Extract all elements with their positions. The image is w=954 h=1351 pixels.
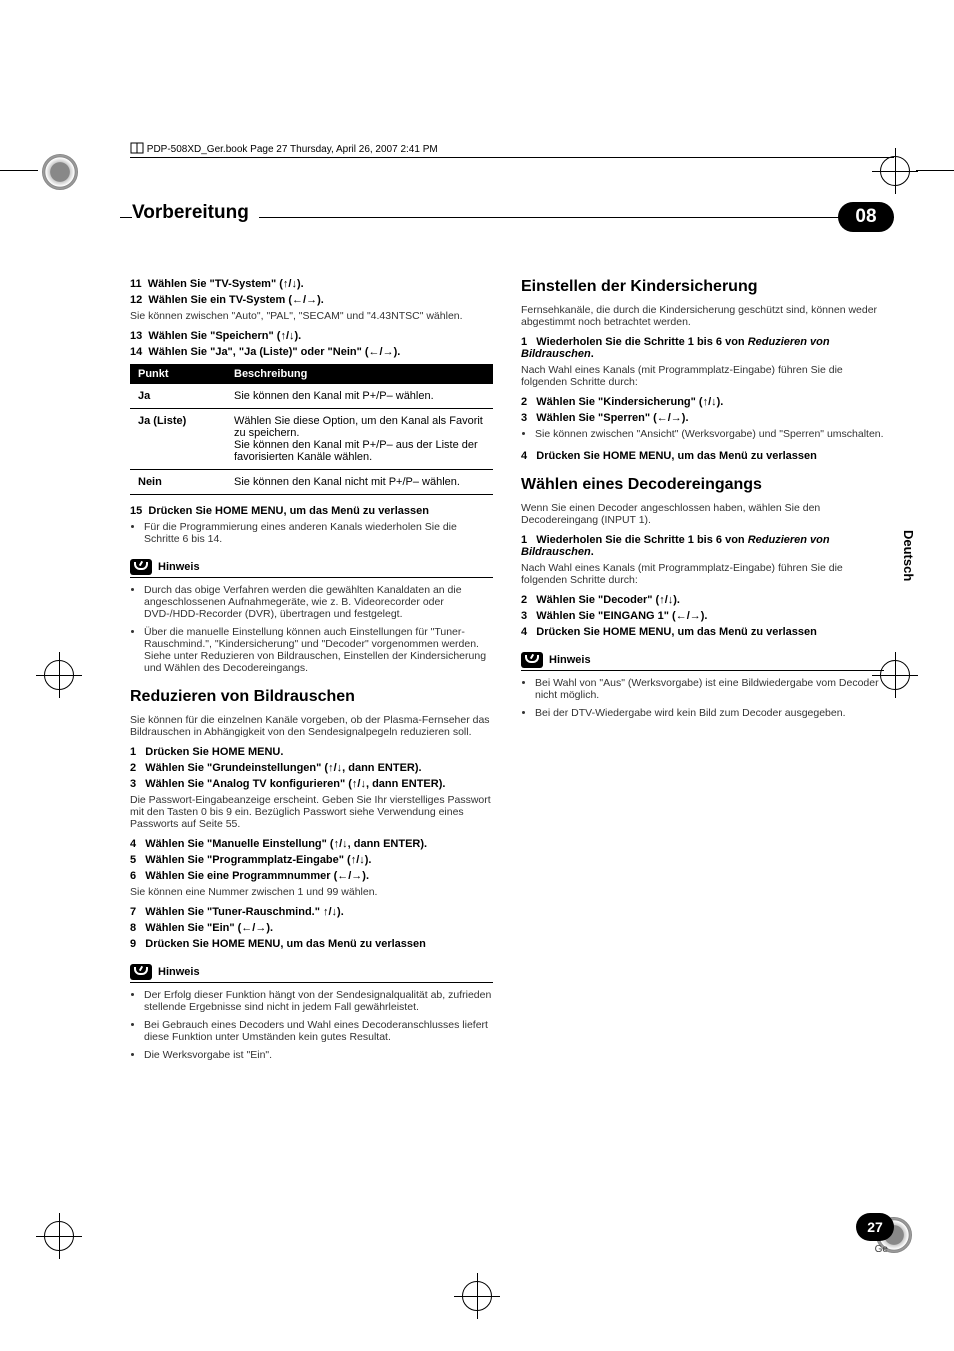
book-header: PDP-508XD_Ger.book Page 27 Thursday, Apr… <box>130 141 894 158</box>
list-item: Über die manuelle Einstellung können auc… <box>144 626 493 674</box>
header-text: PDP-508XD_Ger.book Page 27 Thursday, Apr… <box>147 144 438 155</box>
step: 4 Drücken Sie HOME MENU, um das Menü zu … <box>521 450 884 462</box>
step-12-sub: Sie können zwischen "Auto", "PAL", "SECA… <box>130 310 493 322</box>
step: 8 Wählen Sie "Ein" (←/→). <box>130 922 493 934</box>
step: 4 Drücken Sie HOME MENU, um das Menü zu … <box>521 626 884 638</box>
step: 3 Wählen Sie "Sperren" (←/→). <box>521 412 884 424</box>
list-item: Bei der DTV-Wiedergabe wird kein Bild zu… <box>535 707 884 719</box>
hinweis-list: Durch das obige Verfahren werden die gew… <box>130 584 493 674</box>
hinweis-label: Hinweis <box>549 654 591 666</box>
step-sub: Sie können eine Nummer zwischen 1 und 99… <box>130 886 493 898</box>
step-13: 13 Wählen Sie "Speichern" (↑/↓). <box>130 330 493 342</box>
hinweis-header: Hinweis <box>521 652 884 671</box>
table-row: Ja (Liste) Wählen Sie diese Option, um d… <box>130 409 493 470</box>
chapter-number-badge: 08 <box>838 202 894 232</box>
crop-line <box>916 170 954 171</box>
step-sub: Sie können zwischen "Ansicht" (Werksvorg… <box>521 428 884 440</box>
step: 5 Wählen Sie "Programmplatz-Eingabe" (↑/… <box>130 854 493 866</box>
step: 3 Wählen Sie "Analog TV konfigurieren" (… <box>130 778 493 790</box>
page: PDP-508XD_Ger.book Page 27 Thursday, Apr… <box>0 0 954 1351</box>
list-item: Bei Wahl von "Aus" (Werksvorgabe) ist ei… <box>535 677 884 701</box>
list-item: Bei Gebrauch eines Decoders und Wahl ein… <box>144 1019 493 1043</box>
list-item: Die Werksvorgabe ist "Ein". <box>144 1049 493 1061</box>
pencil-icon <box>521 652 543 668</box>
crop-mark <box>44 1221 74 1251</box>
list-item: Durch das obige Verfahren werden die gew… <box>144 584 493 620</box>
right-column: Einstellen der Kindersicherung Fernsehka… <box>521 278 884 1071</box>
language-tab: Deutsch <box>901 530 916 581</box>
options-table: Punkt Beschreibung Ja Sie können den Kan… <box>130 364 493 495</box>
step: 9 Drücken Sie HOME MENU, um das Menü zu … <box>130 938 493 950</box>
crop-mark <box>462 1281 492 1311</box>
section-intro: Fernsehkanäle, die durch die Kindersiche… <box>521 304 884 328</box>
list-item: Der Erfolg dieser Funktion hängt von der… <box>144 989 493 1013</box>
step: 4 Wählen Sie "Manuelle Einstellung" (↑/↓… <box>130 838 493 850</box>
left-column: 11 Wählen Sie "TV-System" (↑/↓). 12 Wähl… <box>130 278 493 1071</box>
pencil-icon <box>130 559 152 575</box>
step: 2 Wählen Sie "Decoder" (↑/↓). <box>521 594 884 606</box>
chapter-title: Vorbereitung <box>132 202 259 224</box>
step-sub: Nach Wahl eines Kanals (mit Programmplat… <box>521 364 884 388</box>
step-15: 15 Drücken Sie HOME MENU, um das Menü zu… <box>130 505 493 517</box>
section-title: Wählen eines Decodereingangs <box>521 476 884 494</box>
hinweis-header: Hinweis <box>130 559 493 578</box>
hinweis-list: Bei Wahl von "Aus" (Werksvorgabe) ist ei… <box>521 677 884 719</box>
table-row: Ja Sie können den Kanal mit P+/P– wählen… <box>130 384 493 409</box>
section-title: Einstellen der Kindersicherung <box>521 278 884 296</box>
hinweis-label: Hinweis <box>158 966 200 978</box>
step-sub: Nach Wahl eines Kanals (mit Programmplat… <box>521 562 884 586</box>
crop-mark <box>880 156 910 186</box>
table-row: Nein Sie können den Kanal nicht mit P+/P… <box>130 470 493 495</box>
page-lang: Ge <box>875 1244 888 1255</box>
crop-mark <box>44 660 74 690</box>
pencil-icon <box>130 964 152 980</box>
step: 7 Wählen Sie "Tuner-Rauschmind." ↑/↓). <box>130 906 493 918</box>
step: 1 Wiederholen Sie die Schritte 1 bis 6 v… <box>521 534 884 558</box>
step: 3 Wählen Sie "EINGANG 1" (←/→). <box>521 610 884 622</box>
hinweis-label: Hinweis <box>158 561 200 573</box>
crop-line <box>0 170 38 171</box>
chapter-bar: Vorbereitung 08 <box>120 202 894 232</box>
section-title: Reduzieren von Bildrauschen <box>130 688 493 706</box>
page-number-badge: 27 <box>856 1213 894 1241</box>
section-intro: Sie können für die einzelnen Kanäle vorg… <box>130 714 493 738</box>
crop-mark <box>42 154 78 190</box>
step: 2 Wählen Sie "Grundeinstellungen" (↑/↓, … <box>130 762 493 774</box>
content-columns: 11 Wählen Sie "TV-System" (↑/↓). 12 Wähl… <box>130 278 884 1071</box>
section-intro: Wenn Sie einen Decoder angeschlossen hab… <box>521 502 884 526</box>
hinweis-header: Hinweis <box>130 964 493 983</box>
step-15-sub: Für die Programmierung eines anderen Kan… <box>130 521 493 545</box>
step-11: 11 Wählen Sie "TV-System" (↑/↓). <box>130 278 493 290</box>
table-header-punkt: Punkt <box>130 364 226 384</box>
book-icon <box>130 141 144 155</box>
step: 2 Wählen Sie "Kindersicherung" (↑/↓). <box>521 396 884 408</box>
step-12: 12 Wählen Sie ein TV-System (←/→). <box>130 294 493 306</box>
step-14: 14 Wählen Sie "Ja", "Ja (Liste)" oder "N… <box>130 346 493 358</box>
table-header-beschreibung: Beschreibung <box>226 364 493 384</box>
hinweis-list: Der Erfolg dieser Funktion hängt von der… <box>130 989 493 1061</box>
step: 1 Drücken Sie HOME MENU. <box>130 746 493 758</box>
crop-mark <box>880 660 910 690</box>
step: 6 Wählen Sie eine Programmnummer (←/→). <box>130 870 493 882</box>
step-sub: Die Passwort-Eingabeanzeige erscheint. G… <box>130 794 493 830</box>
step: 1 Wiederholen Sie die Schritte 1 bis 6 v… <box>521 336 884 360</box>
